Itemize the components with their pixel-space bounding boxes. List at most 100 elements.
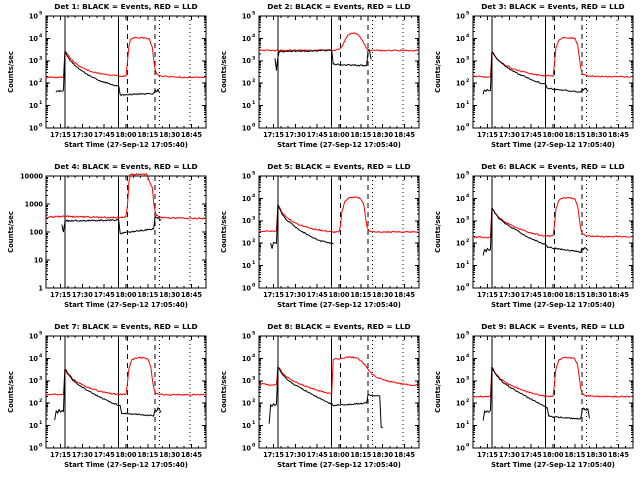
y-tick-exponent: 2 xyxy=(252,78,255,84)
x-tick-label: 18:30 xyxy=(586,291,607,299)
x-tick-label: 17:15 xyxy=(50,131,71,139)
y-tick-label: 10 xyxy=(29,80,39,88)
y-tick-exponent: 1 xyxy=(466,420,469,426)
series-events xyxy=(61,215,162,235)
x-tick-label: 18:30 xyxy=(372,291,393,299)
y-tick-exponent: 1 xyxy=(39,100,42,106)
x-tick-label: 18:30 xyxy=(586,131,607,139)
x-tick-label: 18:15 xyxy=(564,291,585,299)
x-tick-label: 17:15 xyxy=(263,131,284,139)
x-tick-label: 18:45 xyxy=(608,291,629,299)
x-tick-label: 17:45 xyxy=(307,451,328,459)
y-tick-label: 10 xyxy=(29,35,39,43)
panel-det-8: Det 8: BLACK = Events, RED = LLD 17:15 17:… xyxy=(213,320,426,480)
x-axis-label: Start Time (27-Sep-12 17:05:40) xyxy=(277,461,401,469)
y-tick-exponent: 0 xyxy=(39,443,43,449)
x-axis-label: Start Time (27-Sep-12 17:05:40) xyxy=(64,461,188,469)
panel-title: Det 2: BLACK = Events, RED = LLD xyxy=(268,2,411,11)
panel-title: Det 1: BLACK = Events, RED = LLD xyxy=(54,2,197,11)
x-axis-label: Start Time (27-Sep-12 17:05:40) xyxy=(277,301,401,309)
x-tick-label: 18:15 xyxy=(351,291,372,299)
y-tick-label: 10 xyxy=(455,195,465,203)
x-tick-label: 18:00 xyxy=(329,131,350,139)
x-tick-label: 18:45 xyxy=(181,131,202,139)
panel-det-7: Det 7: BLACK = Events, RED = LLD 17:15 17:… xyxy=(0,320,213,480)
x-tick-label: 17:30 xyxy=(72,291,93,299)
y-tick-label: 10 xyxy=(242,172,252,180)
panel-det-6: Det 6: BLACK = Events, RED = LLD 17:15 17:… xyxy=(427,160,640,320)
y-axis-label: Counts/sec xyxy=(220,211,228,253)
y-axis-label: Counts/sec xyxy=(220,371,228,413)
y-tick-exponent: 4 xyxy=(466,33,470,39)
y-tick-label: 10 xyxy=(29,444,39,452)
x-tick-label: 17:15 xyxy=(477,451,498,459)
x-tick-label: 18:00 xyxy=(542,291,563,299)
y-axis-label: Counts/sec xyxy=(7,371,15,413)
x-tick-label: 17:15 xyxy=(263,291,284,299)
y-tick-label: 10 xyxy=(455,240,465,248)
axis-frame xyxy=(258,15,420,129)
series-lld xyxy=(45,36,206,79)
y-tick-label: 10 xyxy=(29,124,39,132)
y-tick-exponent: 5 xyxy=(252,331,255,337)
y-tick-exponent: 1 xyxy=(39,420,42,426)
y-tick-label: 10 xyxy=(242,377,252,385)
x-tick-label: 17:30 xyxy=(285,131,306,139)
y-axis-label: Counts/sec xyxy=(220,51,228,93)
y-tick-exponent: 0 xyxy=(466,123,470,129)
x-tick-label: 17:15 xyxy=(50,451,71,459)
axis-frame xyxy=(472,175,634,289)
x-tick-label: 17:30 xyxy=(499,451,520,459)
y-axis-label: Counts/sec xyxy=(434,371,442,413)
series-lld xyxy=(258,196,419,234)
y-tick-label: 10 xyxy=(455,400,465,408)
y-tick-label: 10 xyxy=(242,400,252,408)
y-tick-exponent: 5 xyxy=(252,11,255,17)
y-tick-exponent: 5 xyxy=(39,331,42,337)
y-tick-exponent: 3 xyxy=(466,215,469,221)
y-tick-exponent: 4 xyxy=(252,33,256,39)
y-tick-label: 10 xyxy=(242,57,252,65)
x-tick-label: 17:30 xyxy=(72,131,93,139)
panel-det-4: Det 4: BLACK = Events, RED = LLD 17:15 17:… xyxy=(0,160,213,320)
series-lld xyxy=(472,356,632,399)
y-tick-exponent: 3 xyxy=(252,375,255,381)
y-axis-label: Counts/sec xyxy=(7,211,15,253)
panel-det-3: Det 3: BLACK = Events, RED = LLD 17:15 17:… xyxy=(427,0,640,160)
y-tick-exponent: 5 xyxy=(466,331,469,337)
y-tick-label: 10 xyxy=(34,256,44,264)
series-events xyxy=(482,366,590,421)
y-tick-exponent: 4 xyxy=(466,353,470,359)
series-events xyxy=(270,203,335,249)
x-tick-label: 17:45 xyxy=(94,451,115,459)
x-tick-label: 17:45 xyxy=(94,131,115,139)
y-tick-label: 10 xyxy=(455,35,465,43)
axis-frame xyxy=(472,15,634,129)
y-tick-label: 10 xyxy=(242,262,252,270)
y-tick-label: 10 xyxy=(242,422,252,430)
y-tick-exponent: 5 xyxy=(39,11,42,17)
y-tick-label: 10 xyxy=(455,12,465,20)
axis-frame xyxy=(472,335,634,449)
y-tick-label: 10 xyxy=(242,12,252,20)
x-tick-label: 18:45 xyxy=(181,291,202,299)
x-axis-label: Start Time (27-Sep-12 17:05:40) xyxy=(64,141,188,149)
y-tick-label: 10 xyxy=(455,284,465,292)
x-tick-label: 18:45 xyxy=(394,131,415,139)
y-tick-exponent: 1 xyxy=(252,420,255,426)
panel-title: Det 4: BLACK = Events, RED = LLD xyxy=(54,162,197,171)
panel-title: Det 9: BLACK = Events, RED = LLD xyxy=(481,322,624,331)
y-tick-exponent: 4 xyxy=(252,193,256,199)
y-tick-exponent: 4 xyxy=(39,353,43,359)
series-events xyxy=(482,207,589,256)
y-tick-exponent: 4 xyxy=(466,193,470,199)
y-tick-label: 100 xyxy=(29,228,43,236)
x-tick-label: 17:15 xyxy=(477,131,498,139)
y-tick-label: 10 xyxy=(242,355,252,363)
x-tick-label: 17:30 xyxy=(285,451,306,459)
y-tick-label: 1000 xyxy=(25,200,44,208)
y-tick-exponent: 5 xyxy=(466,11,469,17)
y-tick-exponent: 3 xyxy=(252,55,255,61)
y-tick-exponent: 1 xyxy=(466,260,469,266)
